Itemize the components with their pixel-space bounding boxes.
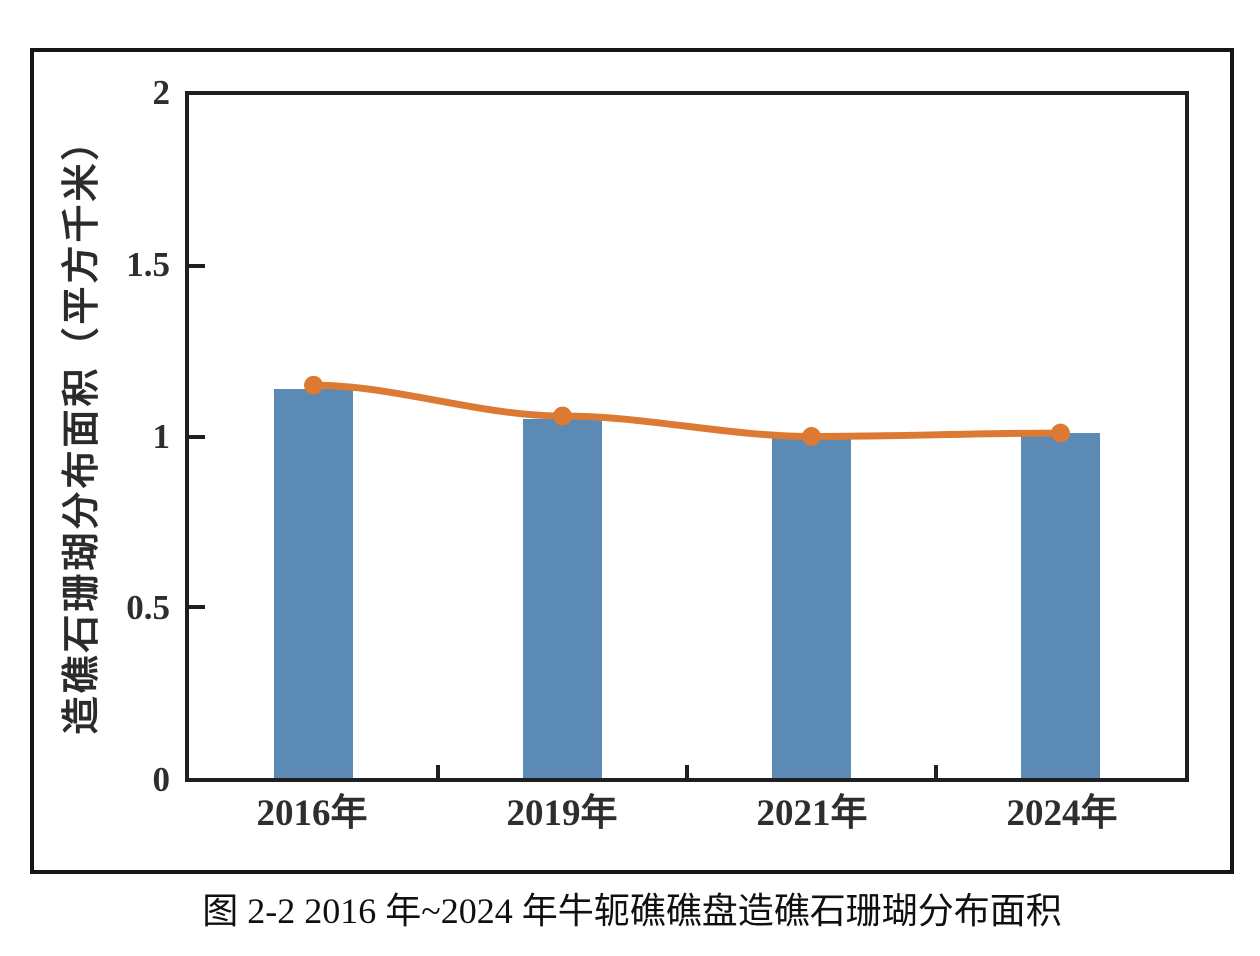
y-tick-label-1.5: 1.5: [126, 244, 170, 284]
y-tick-0.5: [189, 605, 205, 610]
x-tick-label-2016年: 2016年: [256, 793, 368, 834]
line-series: [304, 375, 1070, 446]
plot-inner: [189, 95, 1185, 778]
x-tick-label-2024年: 2024年: [1006, 793, 1118, 834]
x-tick-1: [436, 765, 440, 778]
x-tick-3: [934, 765, 938, 778]
x-tick-2: [685, 765, 689, 778]
bar-2024年: [1020, 433, 1101, 778]
y-tick-label-1: 1: [152, 416, 171, 456]
bar-2021年: [771, 436, 852, 778]
y-tick-label-0: 0: [152, 760, 171, 799]
x-tick-label-2021年: 2021年: [756, 793, 868, 834]
x-tick-label-2019年: 2019年: [506, 793, 618, 834]
data-point-2024年: [1051, 423, 1070, 443]
y-tick-1: [189, 434, 205, 439]
plot-area: [185, 91, 1189, 782]
y-tick-label-0.5: 0.5: [126, 588, 170, 628]
trend-line: [310, 381, 1064, 440]
data-point-2016年: [304, 375, 323, 395]
y-tick-label-2: 2: [152, 73, 171, 112]
data-point-2021年: [802, 427, 821, 446]
data-point-2019年: [553, 406, 572, 426]
figure-caption: 图 2-2 2016 年~2024 年牛轭礁礁盘造礁石珊瑚分布面积: [202, 891, 1062, 931]
bar-2019年: [522, 419, 603, 778]
y-tick-1.5: [189, 263, 205, 268]
bar-2016年: [273, 388, 354, 778]
